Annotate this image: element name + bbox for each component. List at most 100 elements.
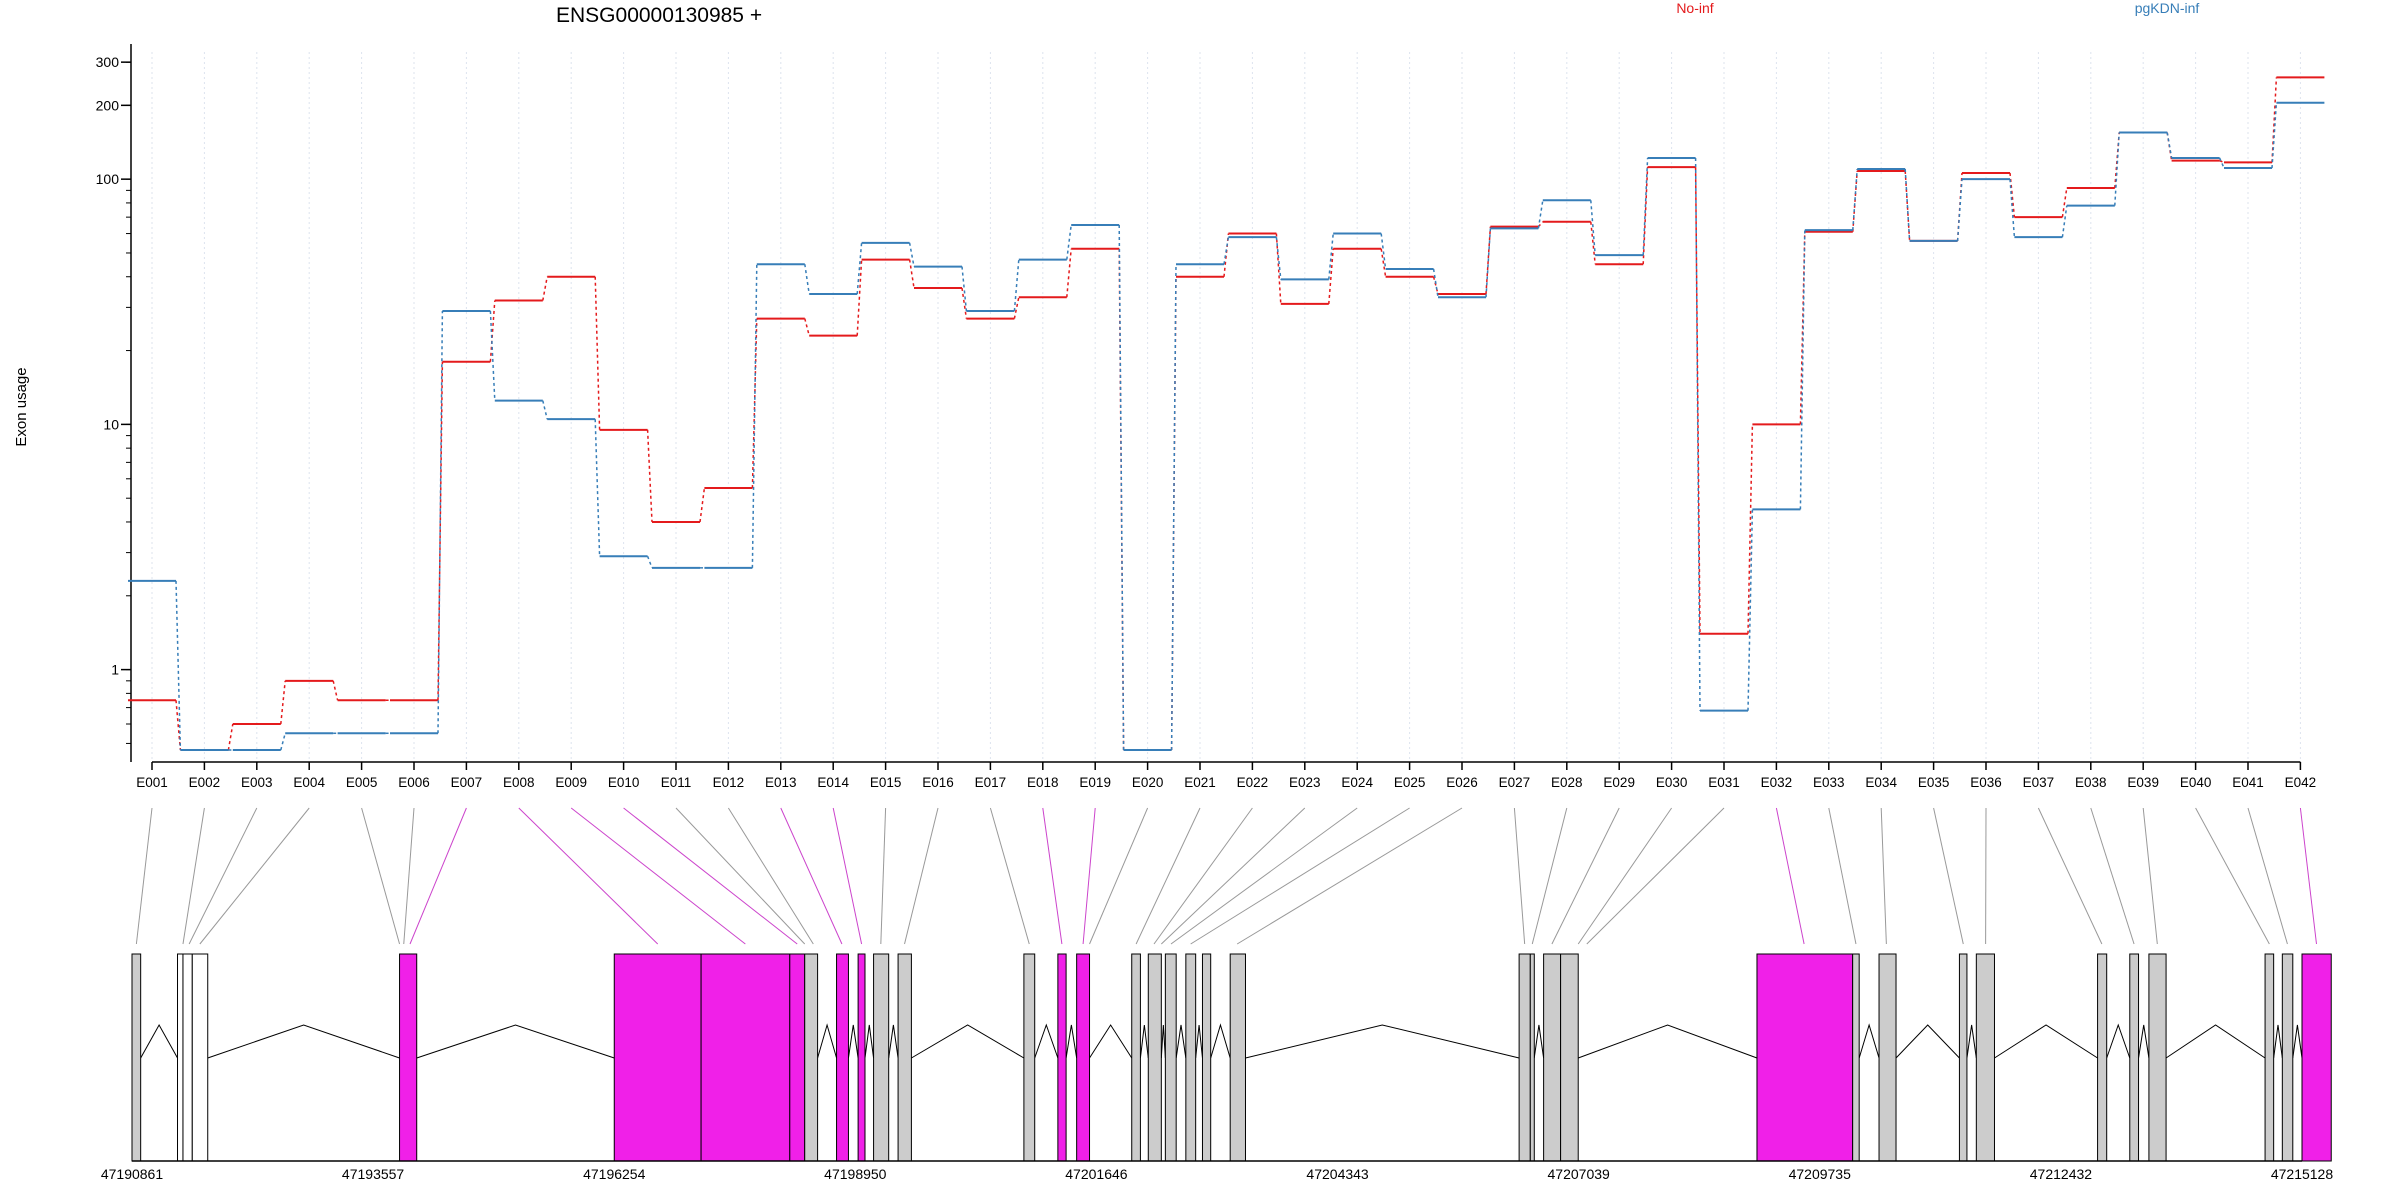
x-tick-label: E021 (1184, 775, 1216, 790)
exon-box-significant (399, 953, 418, 1162)
coord-label: 47193557 (342, 1166, 405, 1182)
connector-line (1170, 807, 1358, 945)
series-connector-No-inf (699, 487, 706, 523)
x-tick-label: E016 (922, 775, 954, 790)
connector-line (199, 807, 310, 945)
x-tick-label: E034 (1865, 775, 1897, 790)
series-connector-pgKDN-inf (1170, 264, 1177, 751)
series-connector-pgKDN-inf (1852, 168, 1858, 231)
intron-line (1533, 1024, 1545, 1059)
intron-line (888, 1024, 899, 1059)
exon-box-normal (2129, 953, 2140, 1162)
exon-box-normal (2097, 953, 2108, 1162)
series-connector-pgKDN-inf (1642, 157, 1649, 256)
exon-box-normal (1975, 953, 1995, 1162)
series-connector-pgKDN-inf (751, 264, 758, 568)
exon-box-outside (177, 953, 184, 1162)
intron-line (1994, 1024, 2098, 1059)
x-tick-label: E026 (1446, 775, 1478, 790)
series-connector-pgKDN-inf (542, 400, 548, 420)
connector-line (989, 807, 1030, 945)
connector-line (1531, 807, 1568, 945)
exon-box-normal (2281, 953, 2294, 1162)
coord-label: 47215128 (2271, 1166, 2334, 1182)
exon-box-normal (897, 953, 912, 1162)
exon-box-significant (1756, 953, 1854, 1162)
x-tick-label: E019 (1079, 775, 1111, 790)
connector-line (780, 807, 843, 945)
x-tick-label: E020 (1132, 775, 1164, 790)
legend-no-inf: No-inf (1676, 0, 1713, 16)
series-connector-No-inf (1066, 248, 1072, 298)
series-connector-No-inf (1223, 233, 1230, 277)
intron-line (1175, 1024, 1187, 1059)
x-tick-label: E027 (1499, 775, 1531, 790)
connector-line (623, 807, 798, 945)
series-connector-No-inf (489, 300, 496, 362)
series-connector-pgKDN-inf (804, 264, 810, 295)
exon-box-significant (613, 953, 702, 1162)
connector-line (409, 807, 467, 945)
exon-box-normal (1958, 953, 1968, 1162)
x-tick-label: E002 (189, 775, 221, 790)
exon-box-normal (1164, 953, 1177, 1162)
connector-line (2247, 807, 2288, 945)
connector-line (1042, 807, 1063, 945)
coord-label: 47190861 (101, 1166, 164, 1182)
series-connector-No-inf (594, 276, 601, 430)
x-tick-label: E035 (1918, 775, 1950, 790)
coord-label: 47207039 (1548, 1166, 1611, 1182)
series-connector-pgKDN-inf (961, 266, 968, 312)
vertical-grid (151, 52, 2301, 762)
intron-line (1895, 1024, 1960, 1059)
series-connector-pgKDN-inf (2218, 157, 2225, 169)
series-connector-No-inf (227, 723, 234, 751)
connector-line (1190, 807, 1410, 945)
x-tick-label: E040 (2180, 775, 2212, 790)
connector-line (1577, 807, 1673, 945)
series-connector-pgKDN-inf (280, 733, 286, 751)
x-tick-label: E013 (765, 775, 797, 790)
exon-connector-lines (135, 807, 2317, 945)
x-tick-label: E014 (817, 775, 849, 790)
connector-line (1880, 807, 1887, 945)
intron-line (140, 1023, 178, 1059)
intron-line (416, 1024, 615, 1059)
connector-line (518, 807, 659, 945)
connector-line (135, 807, 153, 945)
intron-line (1065, 1024, 1078, 1059)
connector-line (403, 807, 415, 945)
series-connector-No-inf (1013, 297, 1020, 319)
series-connector-pgKDN-inf (908, 242, 915, 267)
x-tick-label: E005 (346, 775, 378, 790)
exon-box-normal (1852, 953, 1860, 1162)
x-tick-label: E018 (1027, 775, 1059, 790)
x-tick-label: E012 (713, 775, 745, 790)
x-tick-label: E015 (870, 775, 902, 790)
intron-line (1160, 1024, 1166, 1059)
intron-line (1210, 1023, 1231, 1059)
connector-line (1513, 807, 1526, 945)
series-connector-No-inf (1590, 221, 1596, 265)
exon-box-normal (1229, 953, 1246, 1162)
connector-line (1236, 807, 1463, 945)
connector-line (727, 807, 814, 945)
x-tick-label: E008 (503, 775, 535, 790)
x-tick-label: E011 (661, 775, 692, 790)
connector-line (2195, 807, 2270, 945)
connector-line (2299, 807, 2317, 945)
x-tick-label: E004 (293, 775, 325, 790)
connector-line (675, 807, 806, 945)
exon-box-outside (182, 953, 193, 1162)
chart-title: ENSG00000130985 + (556, 4, 762, 27)
series-connector-pgKDN-inf (1537, 200, 1544, 229)
y-tick-label: 1 (111, 662, 119, 678)
x-tick-label: E038 (2075, 775, 2107, 790)
series-connector-No-inf (1432, 276, 1439, 295)
intron-line (1966, 1024, 1977, 1059)
intron-line (1089, 1024, 1133, 1059)
connector-line (188, 807, 258, 945)
intron-line (1139, 1024, 1149, 1059)
connector-line (1828, 807, 1857, 945)
x-tick-label: E023 (1289, 775, 1321, 790)
